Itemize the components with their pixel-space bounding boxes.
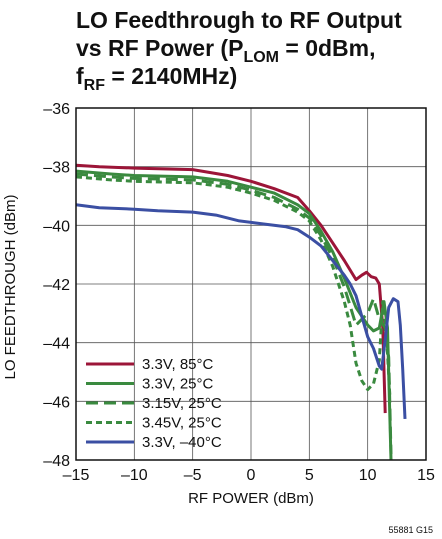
- chart-title-line-2: vs RF Power (PLOM = 0dBm,: [76, 35, 376, 66]
- figure-id: 55881 G15: [388, 525, 433, 535]
- x-tick-label: 10: [359, 467, 377, 484]
- x-tick-label: 5: [305, 467, 314, 484]
- y-tick-label: –40: [43, 218, 70, 235]
- legend-label: 3.3V, 25°C: [142, 376, 213, 393]
- y-tick-label: –42: [43, 277, 70, 294]
- series-line: [75, 175, 392, 396]
- tick-labels: –15 –10 –5 0 5 10 15 –48 –46 –44 –42 –40 –38 –36: [43, 101, 435, 484]
- y-tick-label: –38: [43, 160, 70, 177]
- y-tick-label: –36: [43, 101, 70, 118]
- y-tick-label: –46: [43, 394, 70, 411]
- legend: 3.3V, 85°C 3.3V, 25°C 3.15V, 25°C 3.45V, 25…: [86, 356, 222, 451]
- legend-label: 3.15V, 25°C: [142, 395, 222, 412]
- chart-title-line-3: fRF = 2140MHz): [76, 63, 237, 94]
- y-tick-label: –48: [43, 453, 70, 470]
- x-tick-label: 0: [247, 467, 256, 484]
- plot-frame: [75, 107, 427, 461]
- y-tick-label: –44: [43, 336, 70, 353]
- y-axis-label: LO FEEDTHROUGH (dBm): [2, 194, 19, 379]
- x-tick-label: –15: [63, 467, 90, 484]
- x-tick-label: 15: [417, 467, 435, 484]
- chart-title-line-1: LO Feedthrough to RF Output: [76, 7, 402, 33]
- legend-label: 3.3V, –40°C: [142, 434, 222, 451]
- legend-label: 3.3V, 85°C: [142, 356, 213, 373]
- x-tick-label: –5: [184, 467, 202, 484]
- x-tick-label: –10: [121, 467, 148, 484]
- series-line: [75, 163, 387, 414]
- x-axis-label: RF POWER (dBm): [188, 490, 314, 507]
- grid: [75, 107, 427, 461]
- series-line: [75, 203, 407, 419]
- legend-label: 3.45V, 25°C: [142, 415, 222, 432]
- plot-series: [75, 163, 407, 461]
- series-line: [75, 169, 393, 461]
- series-line: [75, 172, 393, 455]
